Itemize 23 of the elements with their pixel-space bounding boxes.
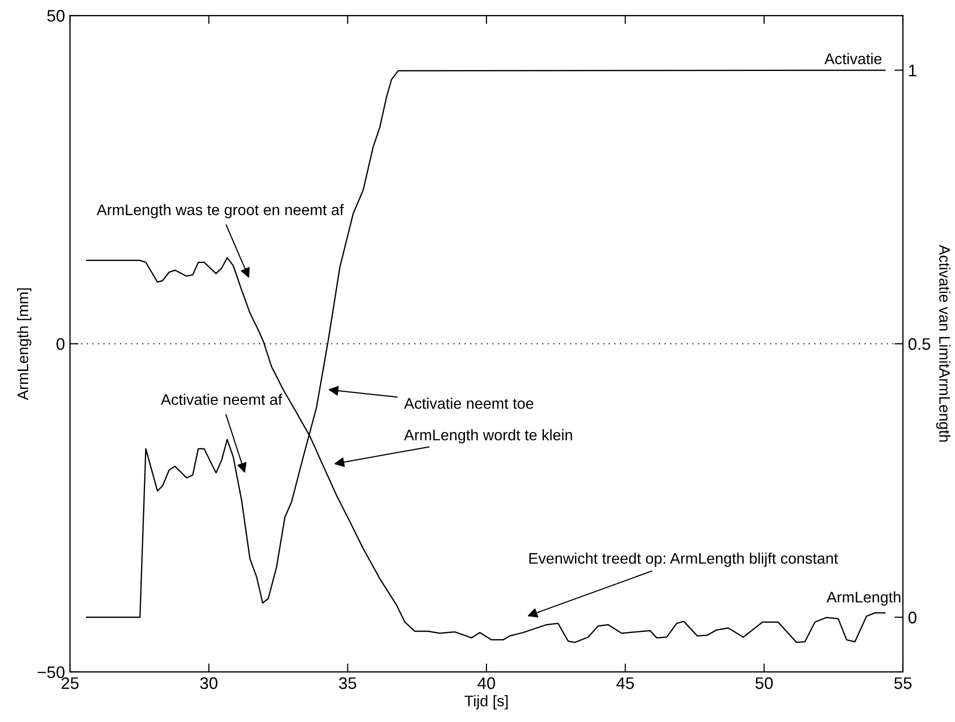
x-tick-label: 50 bbox=[756, 677, 773, 690]
y2-axis-title: Activatie van LimitArmLength bbox=[936, 244, 950, 442]
series-label: Activatie bbox=[824, 53, 882, 64]
x-tick-label: 35 bbox=[339, 677, 356, 690]
y2-tick-label: 0.5 bbox=[908, 338, 930, 350]
annotation: ArmLength was te groot en neemt af bbox=[96, 204, 344, 218]
x-axis-title: Tijd [s] bbox=[464, 695, 508, 710]
series-label: ArmLength bbox=[826, 591, 900, 606]
y-axis-title: ArmLength [mm] bbox=[17, 288, 32, 400]
x-tick-label: 25 bbox=[62, 677, 79, 690]
y-tick-label: 0 bbox=[56, 338, 64, 350]
annotation: ArmLength wordt te klein bbox=[404, 429, 572, 444]
y-tick-label: −50 bbox=[38, 666, 64, 678]
x-tick-label: 30 bbox=[200, 677, 218, 690]
y2-tick-label: 1 bbox=[909, 64, 916, 76]
x-tick-label: 45 bbox=[616, 677, 634, 690]
y-tick-label: 50 bbox=[47, 10, 64, 22]
x-tick-label: 55 bbox=[894, 677, 912, 690]
annotation: Activatie neemt toe bbox=[404, 398, 534, 409]
annotation: Activatie neemt af bbox=[160, 394, 282, 405]
x-tick-label: 40 bbox=[478, 677, 496, 690]
y2-tick-label: 0 bbox=[908, 612, 916, 624]
annotation: Evenwicht treedt op: ArmLength blijft constant bbox=[529, 552, 838, 567]
